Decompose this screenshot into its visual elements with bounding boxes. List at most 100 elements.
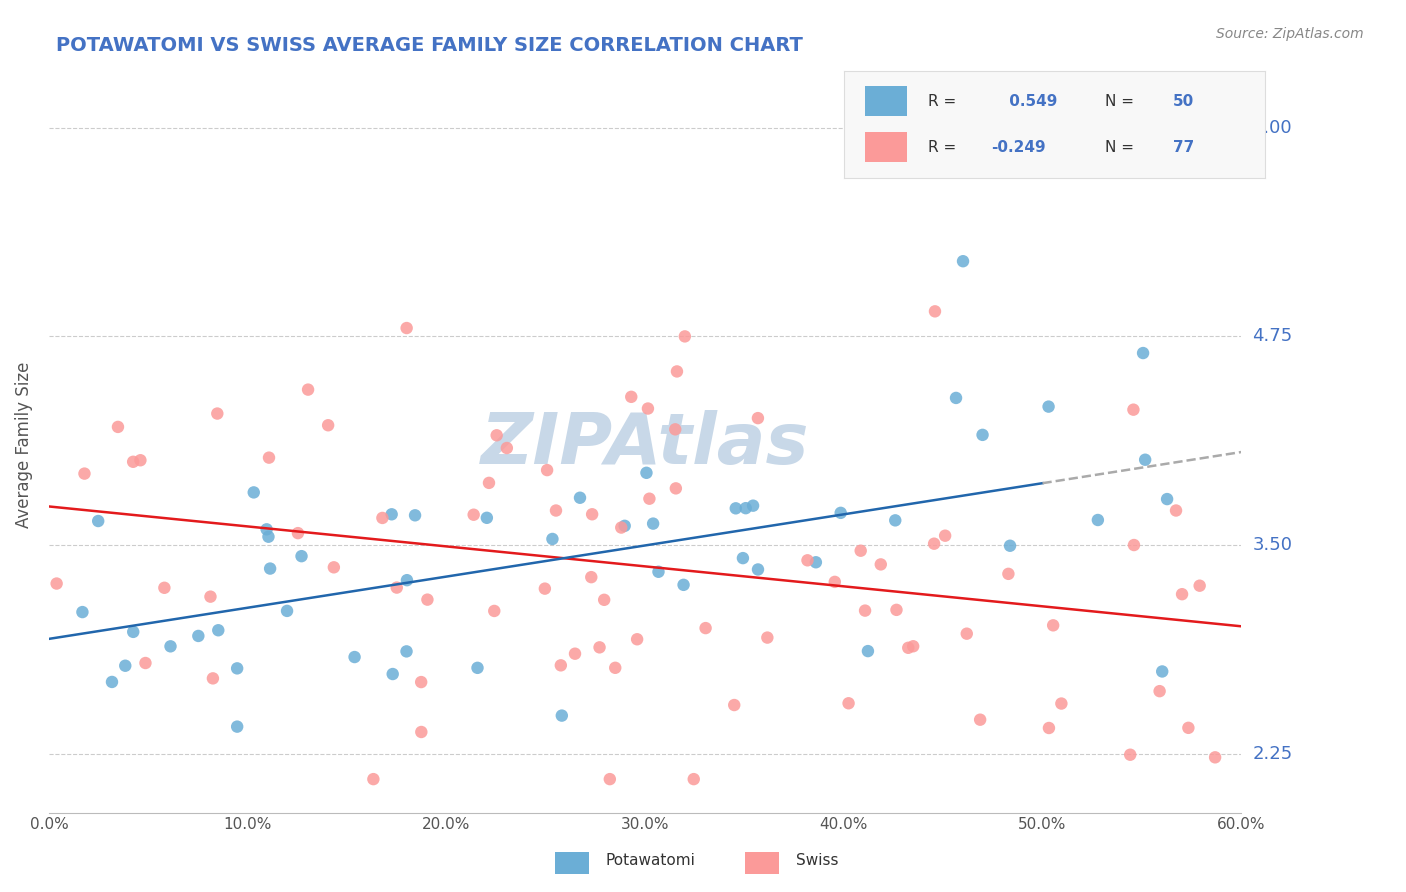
Point <box>381 508 404 522</box>
Point <box>673 329 696 343</box>
Point <box>404 508 426 523</box>
Point <box>1038 400 1060 414</box>
Point <box>804 555 827 569</box>
Point <box>849 543 872 558</box>
Point <box>620 390 643 404</box>
Point <box>1038 721 1060 735</box>
Text: Potawatomi: Potawatomi <box>606 854 696 868</box>
Point <box>87 514 110 528</box>
Point <box>153 581 176 595</box>
Point <box>45 576 67 591</box>
Point <box>1156 492 1178 507</box>
Point <box>588 640 610 655</box>
Point <box>901 640 924 654</box>
Point <box>723 698 745 712</box>
Point <box>544 503 567 517</box>
Text: 4.75: 4.75 <box>1253 327 1292 345</box>
Point <box>1087 513 1109 527</box>
Point <box>73 467 96 481</box>
Point <box>564 647 586 661</box>
Text: 2.25: 2.25 <box>1253 745 1292 763</box>
Point <box>207 407 229 421</box>
Point <box>541 532 564 546</box>
Text: 50: 50 <box>1173 94 1194 109</box>
FancyBboxPatch shape <box>865 132 907 162</box>
Point <box>322 560 344 574</box>
Point <box>838 696 860 710</box>
Point <box>922 537 945 551</box>
Text: POTAWATOMI VS SWISS AVERAGE FAMILY SIZE CORRELATION CHART: POTAWATOMI VS SWISS AVERAGE FAMILY SIZE … <box>56 36 803 54</box>
Point <box>952 254 974 268</box>
Point <box>610 520 633 534</box>
Point <box>226 661 249 675</box>
Point <box>636 466 658 480</box>
Point <box>416 592 439 607</box>
Point <box>107 420 129 434</box>
Point <box>796 553 818 567</box>
Point <box>1188 579 1211 593</box>
Point <box>122 624 145 639</box>
Point <box>672 578 695 592</box>
Point <box>934 529 956 543</box>
Point <box>742 499 765 513</box>
Point <box>569 491 592 505</box>
Point <box>972 428 994 442</box>
Point <box>485 428 508 442</box>
Text: -0.249: -0.249 <box>991 140 1046 155</box>
Point <box>242 485 264 500</box>
Point <box>159 640 181 654</box>
Point <box>226 720 249 734</box>
Point <box>884 513 907 527</box>
Point <box>287 526 309 541</box>
Y-axis label: Average Family Size: Average Family Size <box>15 362 32 528</box>
Text: ZIPAtlas: ZIPAtlas <box>481 410 810 480</box>
Point <box>122 455 145 469</box>
Point <box>581 508 603 522</box>
Point <box>626 632 648 647</box>
Text: R =: R = <box>928 94 962 109</box>
Point <box>257 450 280 465</box>
Point <box>853 604 876 618</box>
Text: R =: R = <box>928 140 962 155</box>
Point <box>637 401 659 416</box>
Point <box>856 644 879 658</box>
Point <box>593 592 616 607</box>
Point <box>581 570 603 584</box>
Point <box>259 561 281 575</box>
Point <box>134 656 156 670</box>
Point <box>830 506 852 520</box>
Point <box>647 565 669 579</box>
Point <box>924 304 946 318</box>
Text: Source: ZipAtlas.com: Source: ZipAtlas.com <box>1216 27 1364 41</box>
Text: N =: N = <box>1105 140 1139 155</box>
Point <box>682 772 704 786</box>
Point <box>201 672 224 686</box>
Point <box>897 640 920 655</box>
Point <box>1149 684 1171 698</box>
Point <box>747 411 769 425</box>
FancyBboxPatch shape <box>745 852 779 874</box>
Point <box>1042 618 1064 632</box>
Point <box>316 418 339 433</box>
Point <box>411 675 433 690</box>
Point <box>605 661 627 675</box>
Point <box>1132 346 1154 360</box>
Point <box>665 364 688 378</box>
Point <box>495 441 517 455</box>
Point <box>363 772 385 786</box>
Point <box>1050 697 1073 711</box>
Text: 6.00: 6.00 <box>1253 119 1292 136</box>
Point <box>484 604 506 618</box>
Point <box>114 658 136 673</box>
Text: N =: N = <box>1105 94 1139 109</box>
Point <box>395 644 418 658</box>
Point <box>343 650 366 665</box>
Point <box>1123 538 1146 552</box>
Point <box>945 391 967 405</box>
Point <box>475 511 498 525</box>
Point <box>550 658 572 673</box>
Point <box>395 321 418 335</box>
Point <box>381 667 404 681</box>
Point <box>599 772 621 786</box>
Point <box>536 463 558 477</box>
